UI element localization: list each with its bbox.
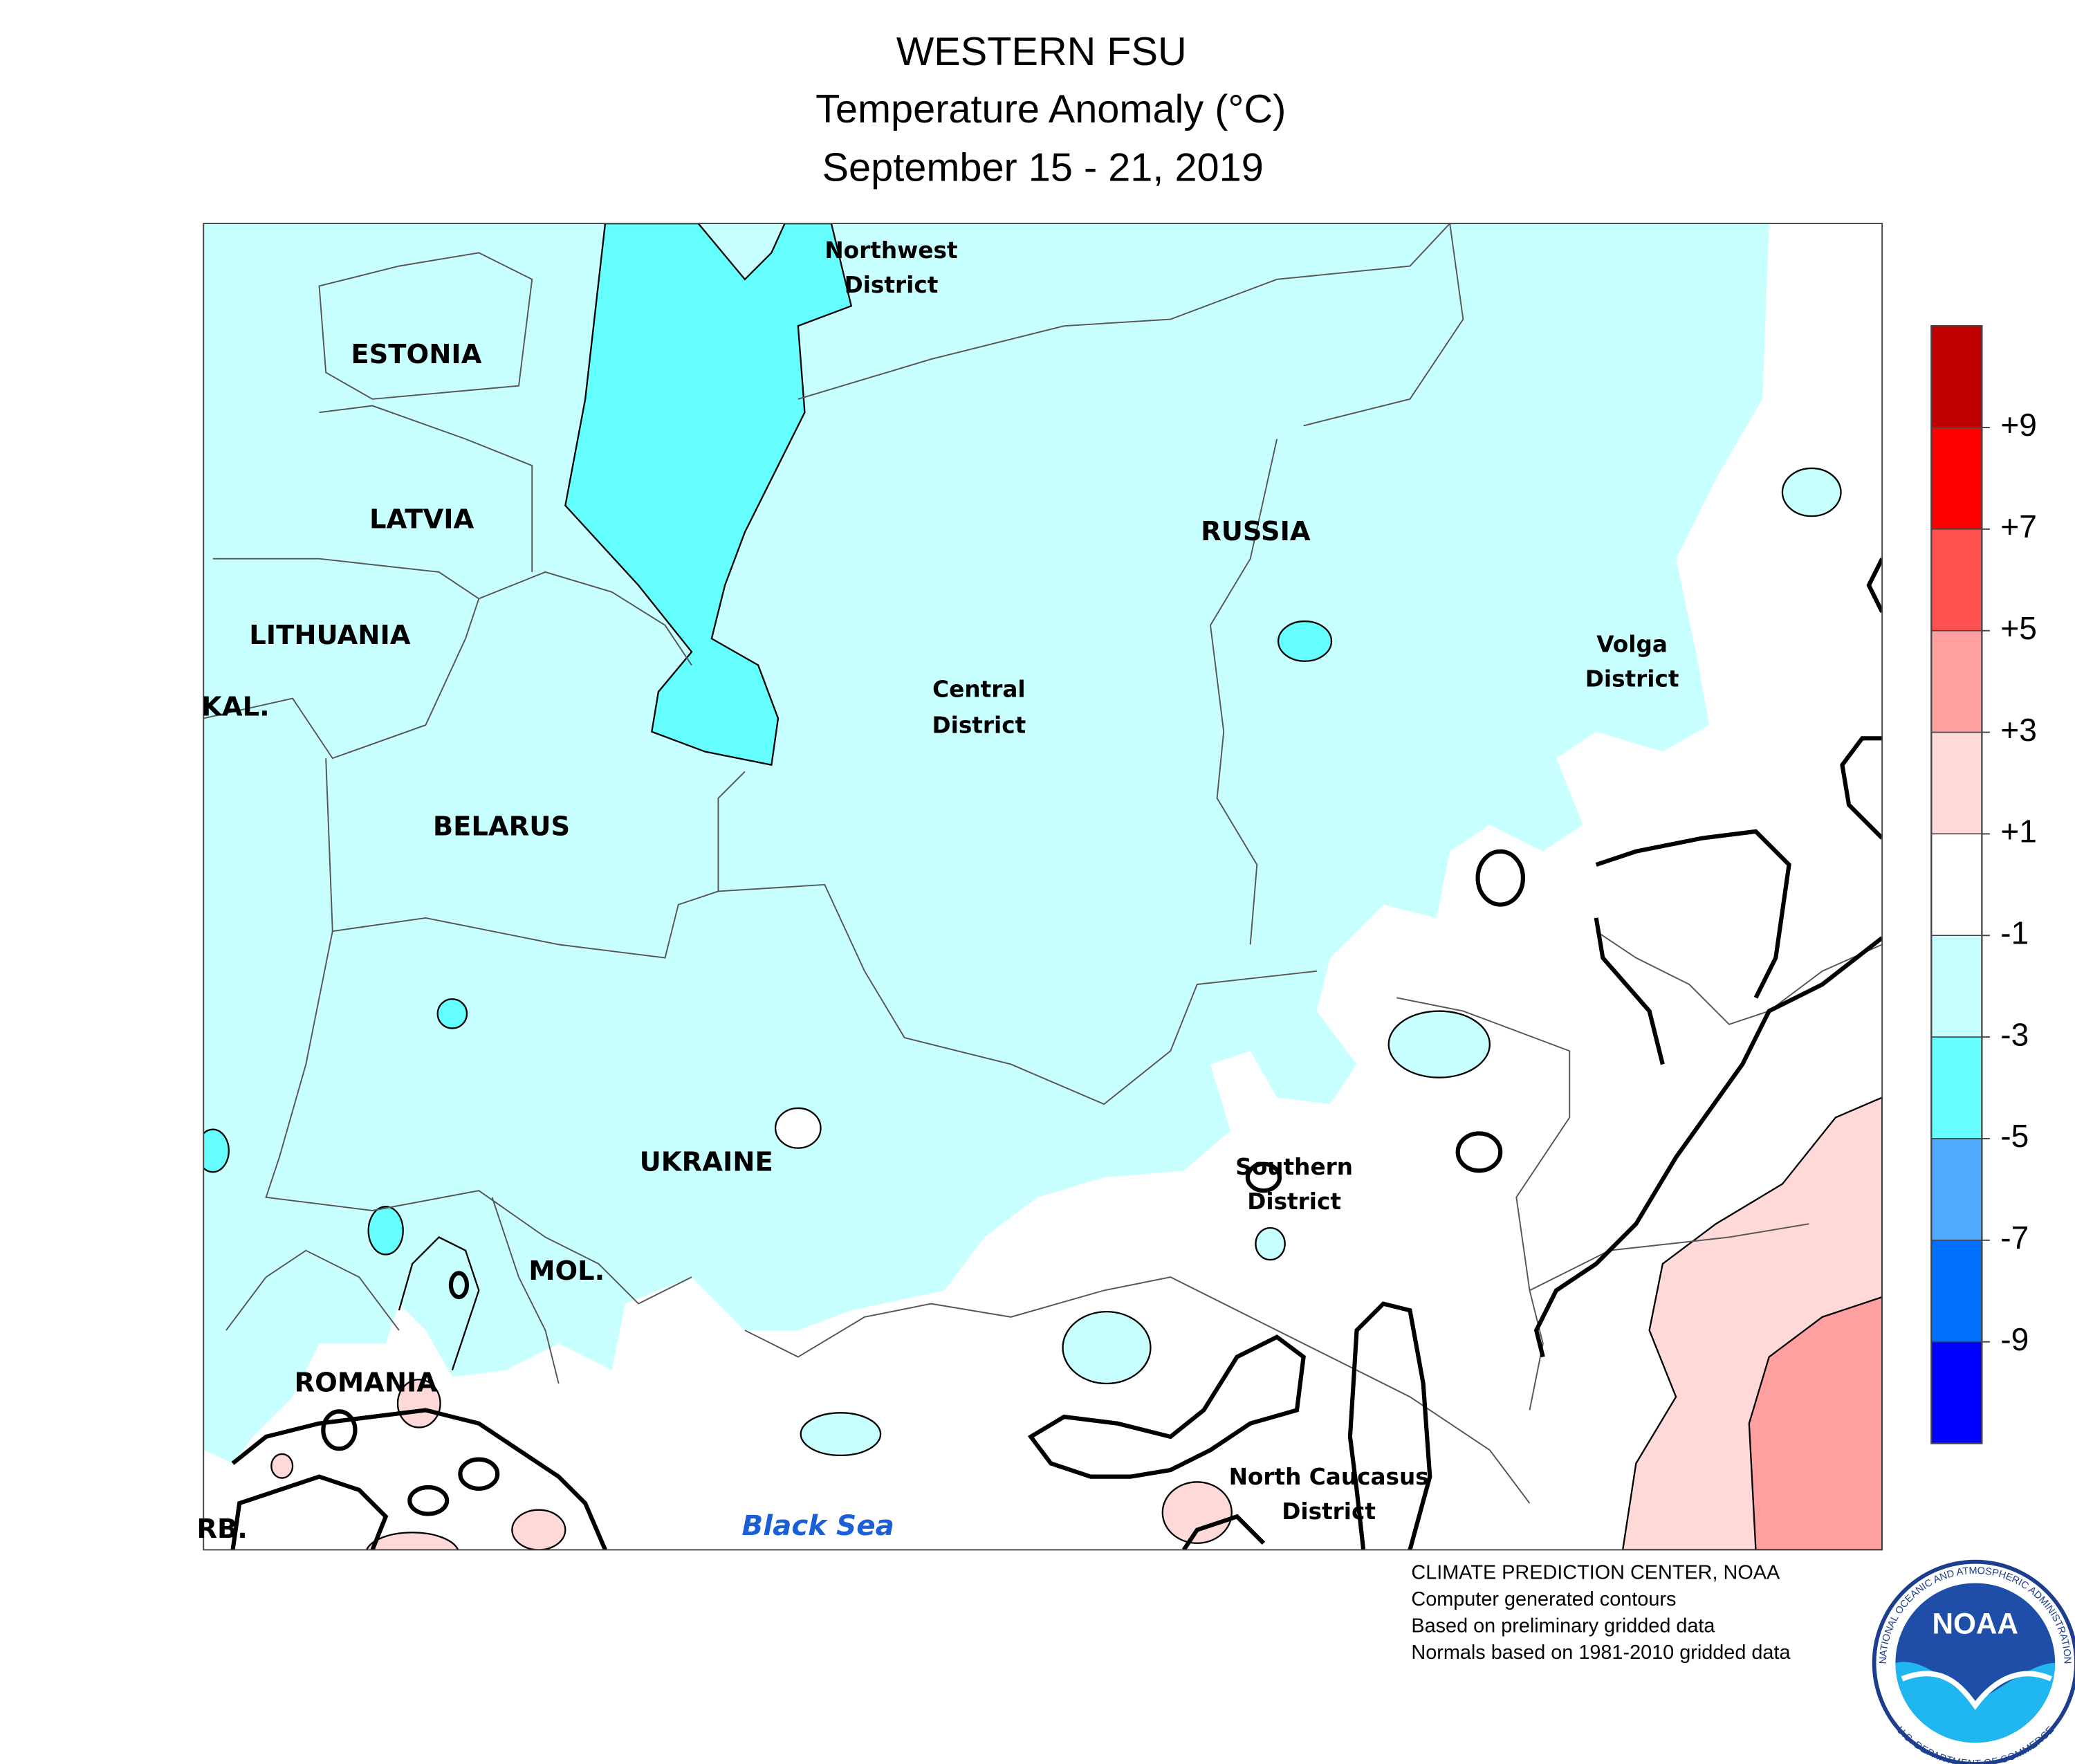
legend-tick-label: +3 [2000,712,2037,748]
district-label: Volga [1596,631,1668,657]
subtitle: Temperature Anomaly (°C) [815,87,1286,131]
country-label: UKRAINE [640,1146,773,1177]
anomaly-patch [1781,467,1842,517]
legend-swatch [1930,731,1983,835]
country-label: RUSSIA [1201,516,1311,547]
legend-frame [1930,324,1983,1444]
district-label: District [932,713,1026,739]
credit-line: CLIMATE PREDICTION CENTER, NOAA [1411,1562,1780,1584]
anomaly-patch [1161,1481,1233,1544]
anomaly-patch [511,1509,566,1550]
district-label: North Caucasus [1229,1464,1429,1490]
country-label: ESTONIA [351,339,481,370]
bold-contours [230,558,1883,1550]
map-labels: ESTONIA LATVIA LITHUANIA KAL. BELARUS UK… [196,237,1679,1545]
borders [203,223,1883,1504]
map-frame [203,223,1883,1551]
credit-line: Normals based on 1981-2010 gridded data [1411,1642,1791,1664]
district-label: District [1282,1498,1376,1525]
map [203,223,1883,1550]
legend-tick-label: -5 [2000,1118,2029,1154]
title: WESTERN FSU [896,30,1187,74]
district-label: Southern [1235,1154,1353,1180]
legend-swatch [1930,1138,1983,1241]
credits: CLIMATE PREDICTION CENTER, NOAA Computer… [1411,1562,1791,1664]
anomaly-patch [800,1412,882,1457]
legend-tick-label: -3 [2000,1016,2029,1052]
legend-swatch [1930,1341,1983,1444]
legend-tick-label: +1 [2000,814,2037,849]
district-label: District [845,272,939,298]
district-label: District [1585,665,1679,692]
anomaly-patch [1255,1226,1286,1261]
legend-tick-label: +5 [2000,610,2037,646]
sea-label: Black Sea [741,1509,894,1542]
credit-line: Computer generated contours [1411,1588,1676,1610]
anomaly-patch [1277,620,1333,662]
legend-swatch [1930,427,1983,530]
color-legend: +9 +7 +5 +3 +1 -1 -3 -5 -7 -9 [1930,324,2037,1444]
legend-swatch [1930,935,1983,1038]
legend-swatch [1930,833,1983,937]
country-label: LITHUANIA [249,620,411,651]
anomaly-patch [396,1379,441,1428]
logo-wave [1895,1662,2056,1743]
district-label: Northwest [824,237,957,264]
country-label: RB. [196,1514,248,1545]
anomaly-patch [270,1453,294,1479]
legend-tick-label: -7 [2000,1220,2029,1256]
anomaly-area-plus3-plus5 [1748,1296,1883,1550]
legend-tick-label: -9 [2000,1321,2029,1357]
anomaly-patch [436,998,468,1029]
legend-tick-label: +9 [2000,407,2037,443]
country-label: BELARUS [433,811,570,843]
date-range: September 15 - 21, 2019 [822,146,1264,190]
logo-gull [1901,1671,2052,1710]
anomaly-patch [1062,1311,1152,1385]
logo-text: NOAA [1932,1608,2018,1640]
country-label: ROMANIA [295,1368,438,1399]
anomaly-patch [775,1107,822,1149]
district-label: District [1247,1188,1341,1215]
country-label: KAL. [201,692,270,723]
legend-swatch [1930,529,1983,632]
legend-swatch [1930,1240,1983,1343]
legend-tick-label: -1 [2000,915,2029,950]
anomaly-patch [1387,1010,1491,1078]
legend-swatch [1930,1036,1983,1139]
district-label: Central [932,677,1025,703]
credit-line: Based on preliminary gridded data [1411,1615,1715,1637]
country-label: LATVIA [369,504,474,535]
legend-swatch [1930,325,1983,428]
legend-tick-label: +7 [2000,508,2037,544]
anomaly-patch [367,1206,404,1256]
anomaly-patch [365,1532,459,1550]
noaa-logo: NOAA NATIONAL OCEANIC AND ATMOSPHERIC AD… [1872,1559,2075,1764]
legend-swatch [1930,630,1983,733]
anomaly-patch [203,1128,230,1173]
country-label: MOL. [528,1256,605,1287]
anomaly-area-minus3-minus5 [564,223,853,766]
